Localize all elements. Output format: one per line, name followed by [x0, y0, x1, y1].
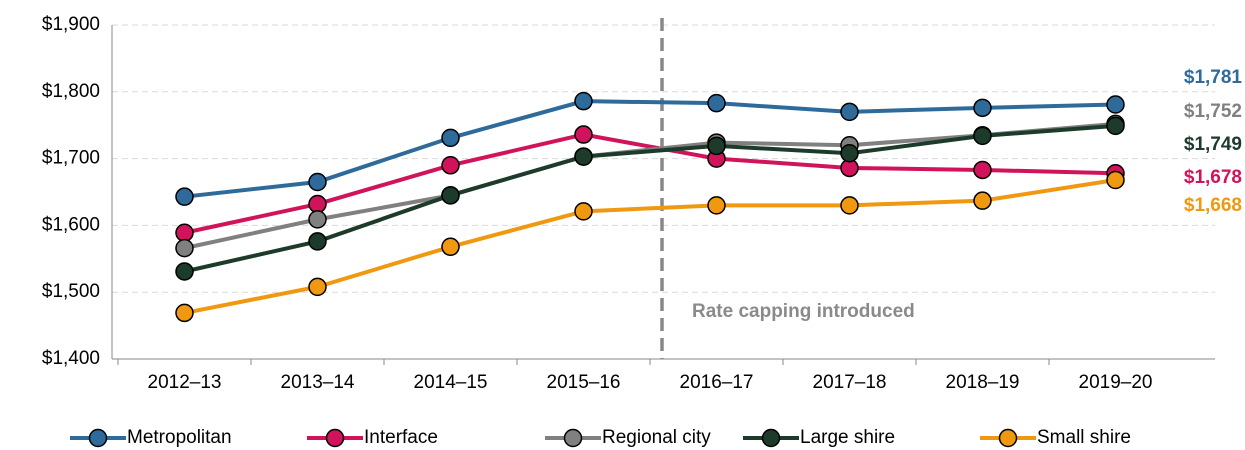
- point: [574, 125, 593, 144]
- point: [1106, 116, 1125, 136]
- legend-marker: [563, 428, 583, 448]
- point: [707, 93, 726, 113]
- series-line: [184, 132, 1116, 235]
- value-label: $1,749: [1184, 134, 1242, 155]
- series-line: [184, 177, 1116, 315]
- point: [574, 202, 593, 221]
- x-tick-label: 2015–16: [547, 372, 621, 393]
- x-tick-label: 2019–20: [1079, 372, 1153, 393]
- point: [308, 210, 327, 229]
- legend-label: Regional city: [602, 427, 711, 448]
- x-tick-label: 2016–17: [680, 372, 754, 393]
- point: [308, 277, 327, 297]
- x-tick-label: 2012–13: [148, 372, 222, 393]
- value-label: $1,752: [1184, 101, 1242, 122]
- point: [175, 303, 194, 323]
- point: [574, 147, 593, 166]
- point: [308, 194, 327, 214]
- legend-label: Large shire: [800, 427, 895, 448]
- x-tick-label: 2018–19: [946, 372, 1020, 393]
- series-line: [184, 99, 1116, 199]
- x-tick-label: 2017–18: [813, 372, 887, 393]
- point: [175, 223, 194, 242]
- point: [707, 136, 726, 156]
- series-line: [184, 123, 1116, 274]
- point: [441, 128, 460, 148]
- point: [308, 172, 327, 192]
- point: [1106, 170, 1125, 190]
- point: [175, 262, 194, 281]
- point: [441, 156, 460, 175]
- legend-label: Metropolitan: [127, 427, 232, 448]
- point: [175, 187, 194, 206]
- point: [441, 237, 460, 257]
- point: [973, 191, 992, 210]
- legend-label: Interface: [364, 427, 438, 448]
- value-label: $1,668: [1184, 195, 1242, 216]
- annotation: Rate capping introduced: [692, 301, 915, 322]
- value-label: $1,678: [1184, 167, 1242, 188]
- y-tick-label: $1,500: [42, 281, 100, 302]
- y-tick-label: $1,900: [42, 14, 100, 35]
- legend-marker: [761, 428, 781, 448]
- point: [973, 160, 992, 180]
- point: [840, 196, 859, 215]
- legend-label: Small shire: [1037, 427, 1131, 448]
- value-label: $1,781: [1184, 67, 1243, 88]
- point: [1106, 95, 1125, 114]
- point: [973, 126, 992, 146]
- legend-marker: [325, 428, 345, 448]
- y-tick-label: $1,700: [42, 148, 100, 169]
- point: [840, 144, 859, 163]
- point: [840, 102, 859, 122]
- point: [707, 196, 726, 215]
- x-tick-label: 2014–15: [414, 372, 488, 393]
- point: [441, 186, 460, 205]
- y-tick-label: $1,400: [42, 348, 100, 369]
- legend-marker: [998, 428, 1018, 448]
- x-tick-label: 2013–14: [281, 372, 355, 393]
- y-tick-label: $1,800: [42, 81, 100, 102]
- point: [308, 232, 327, 251]
- point: [574, 91, 593, 111]
- legend-marker: [88, 428, 108, 448]
- point: [973, 98, 992, 118]
- point: [175, 238, 194, 258]
- y-tick-label: $1,600: [42, 214, 100, 235]
